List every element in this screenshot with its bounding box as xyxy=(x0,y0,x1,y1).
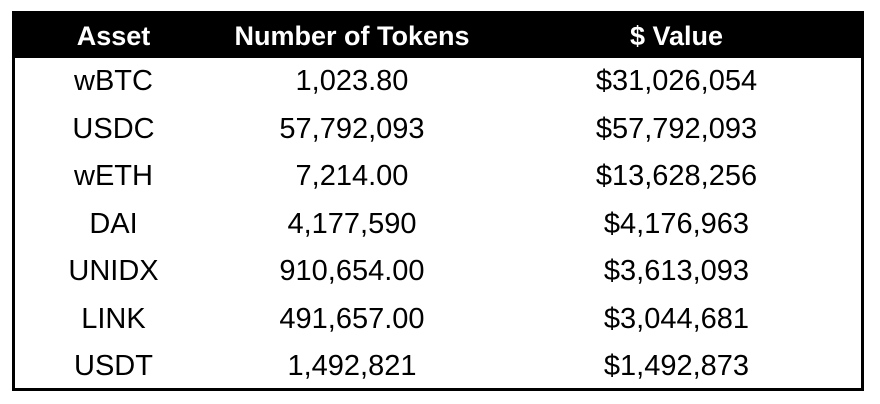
cell-value: $31,026,054 xyxy=(595,65,758,97)
cell-asset: wETH xyxy=(74,160,153,192)
cell-tokens: 1,023.80 xyxy=(295,65,409,97)
cell-value: $13,628,256 xyxy=(595,160,758,192)
table-body: wBTC 1,023.80 $31,026,054 USDC 57,792,09… xyxy=(15,58,861,391)
cell-asset: DAI xyxy=(89,207,138,240)
table-row: wBTC 1,023.80 $31,026,054 xyxy=(15,58,861,106)
cell-asset: UNIDX xyxy=(68,255,159,287)
cell-tokens: 910,654.00 xyxy=(279,255,425,287)
table-row: USDC 57,792,093 $57,792,093 xyxy=(15,106,861,154)
holdings-table: Asset Number of Tokens $ Value wBTC 1,02… xyxy=(15,14,861,391)
table-row: USDT 1,492,821 $1,492,873 xyxy=(15,343,861,391)
table-row: LINK 491,657.00 $3,044,681 xyxy=(15,296,861,344)
cell-value: $4,176,963 xyxy=(603,207,750,240)
cell-tokens: 57,792,093 xyxy=(279,112,425,145)
cell-value: $1,492,873 xyxy=(603,350,750,382)
token-holdings-table: Asset Number of Tokens $ Value wBTC 1,02… xyxy=(12,11,864,391)
cell-value: $3,044,681 xyxy=(603,302,750,335)
cell-tokens: 4,177,590 xyxy=(287,207,417,240)
cell-value: $57,792,093 xyxy=(595,112,758,145)
table-row: UNIDX 910,654.00 $3,613,093 xyxy=(15,248,861,296)
cell-value: $3,613,093 xyxy=(603,255,750,287)
cell-asset: LINK xyxy=(81,302,146,335)
table-row: wETH 7,214.00 $13,628,256 xyxy=(15,153,861,201)
cell-tokens: 491,657.00 xyxy=(279,302,425,335)
cell-asset: wBTC xyxy=(74,65,153,97)
cell-asset: USDC xyxy=(72,112,155,145)
header-asset: Asset xyxy=(76,21,151,51)
cell-tokens: 1,492,821 xyxy=(287,350,417,382)
table-header: Asset Number of Tokens $ Value xyxy=(15,14,861,58)
header-dollar-value: $ Value xyxy=(629,21,724,51)
header-row: Asset Number of Tokens $ Value xyxy=(15,14,861,58)
table-row: DAI 4,177,590 $4,176,963 xyxy=(15,201,861,249)
cell-tokens: 7,214.00 xyxy=(295,160,409,192)
header-number-of-tokens: Number of Tokens xyxy=(234,21,470,51)
cell-asset: USDT xyxy=(74,350,153,382)
